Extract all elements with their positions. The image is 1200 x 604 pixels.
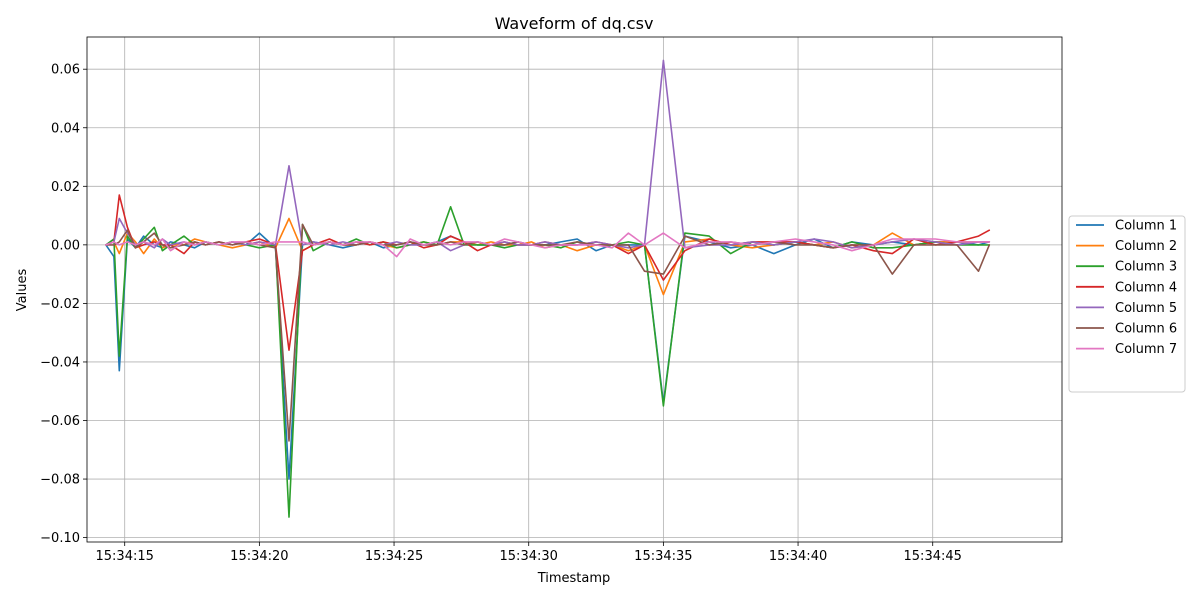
legend-label-7: Column 7	[1115, 342, 1177, 357]
y-axis-ticks: −0.10 −0.08 −0.06 −0.04 −0.02 0.00 0.02 0.04 0.0…	[40, 63, 87, 546]
chart-title: Waveform of dq.csv	[495, 14, 654, 33]
x-tick-label: 15:34:30	[500, 549, 558, 564]
legend-label-4: Column 4	[1115, 280, 1177, 295]
x-axis-ticks: 15:34:15 15:34:20 15:34:25 15:34:30 15:34:35…	[96, 542, 962, 564]
legend-label-6: Column 6	[1115, 322, 1177, 337]
legend-label-2: Column 2	[1115, 239, 1177, 254]
y-tick-label: −0.02	[40, 297, 80, 312]
y-tick-label: −0.10	[40, 531, 80, 546]
y-tick-label: −0.04	[40, 355, 80, 370]
legend: Column 1 Column 2 Column 3 Column 4 Column 5…	[1068, 215, 1186, 393]
y-tick-label: −0.06	[40, 414, 80, 429]
x-axis-label: Timestamp	[537, 571, 611, 586]
x-tick-label: 15:34:45	[904, 549, 962, 564]
y-axis-label: Values	[15, 269, 30, 312]
plot-frame	[86, 36, 1063, 543]
y-tick-label: 0.04	[51, 121, 80, 136]
x-tick-label: 15:34:15	[96, 549, 154, 564]
x-tick-label: 15:34:25	[365, 549, 423, 564]
y-tick-label: 0.00	[51, 238, 80, 253]
y-tick-label: 0.02	[51, 180, 80, 195]
x-tick-label: 15:34:35	[634, 549, 692, 564]
x-tick-label: 15:34:20	[230, 549, 288, 564]
x-tick-label: 15:34:40	[769, 549, 827, 564]
y-tick-label: −0.08	[40, 473, 80, 488]
legend-label-3: Column 3	[1115, 260, 1177, 275]
y-tick-label: 0.06	[51, 63, 80, 78]
series-lines	[105, 59, 991, 518]
legend-label-5: Column 5	[1115, 301, 1177, 316]
legend-label-1: Column 1	[1115, 219, 1177, 234]
series-line-7	[105, 232, 991, 258]
